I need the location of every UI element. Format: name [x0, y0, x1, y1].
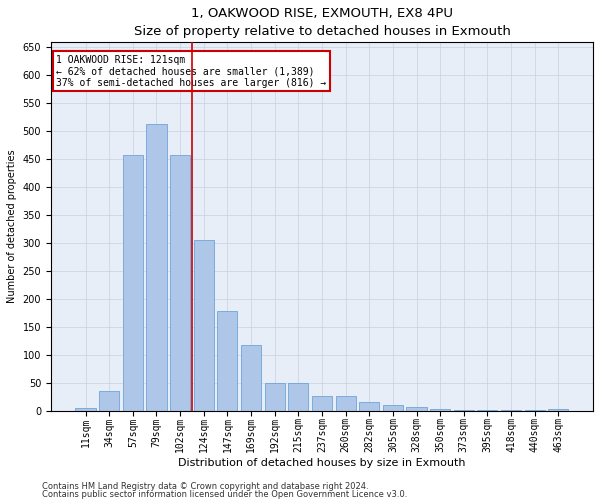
Bar	[524, 410, 545, 411]
X-axis label: Distribution of detached houses by size in Exmouth: Distribution of detached houses by size …	[178, 458, 466, 468]
Bar	[194, 240, 214, 411]
Bar	[99, 392, 119, 411]
Title: 1, OAKWOOD RISE, EXMOUTH, EX8 4PU
Size of property relative to detached houses i: 1, OAKWOOD RISE, EXMOUTH, EX8 4PU Size o…	[134, 7, 511, 38]
Bar	[430, 409, 450, 411]
Y-axis label: Number of detached properties: Number of detached properties	[7, 150, 17, 304]
Bar	[548, 410, 568, 411]
Bar	[288, 383, 308, 411]
Bar	[170, 156, 190, 411]
Bar	[335, 396, 356, 411]
Bar	[478, 410, 497, 411]
Bar	[76, 408, 95, 411]
Bar	[501, 410, 521, 411]
Bar	[383, 405, 403, 411]
Bar	[312, 396, 332, 411]
Bar	[406, 407, 427, 411]
Bar	[265, 383, 285, 411]
Bar	[359, 402, 379, 411]
Bar	[241, 345, 261, 411]
Bar	[146, 124, 167, 411]
Bar	[123, 156, 143, 411]
Text: 1 OAKWOOD RISE: 121sqm
← 62% of detached houses are smaller (1,389)
37% of semi-: 1 OAKWOOD RISE: 121sqm ← 62% of detached…	[56, 55, 326, 88]
Text: Contains HM Land Registry data © Crown copyright and database right 2024.: Contains HM Land Registry data © Crown c…	[42, 482, 368, 491]
Bar	[454, 410, 474, 411]
Bar	[217, 312, 238, 411]
Text: Contains public sector information licensed under the Open Government Licence v3: Contains public sector information licen…	[42, 490, 407, 499]
